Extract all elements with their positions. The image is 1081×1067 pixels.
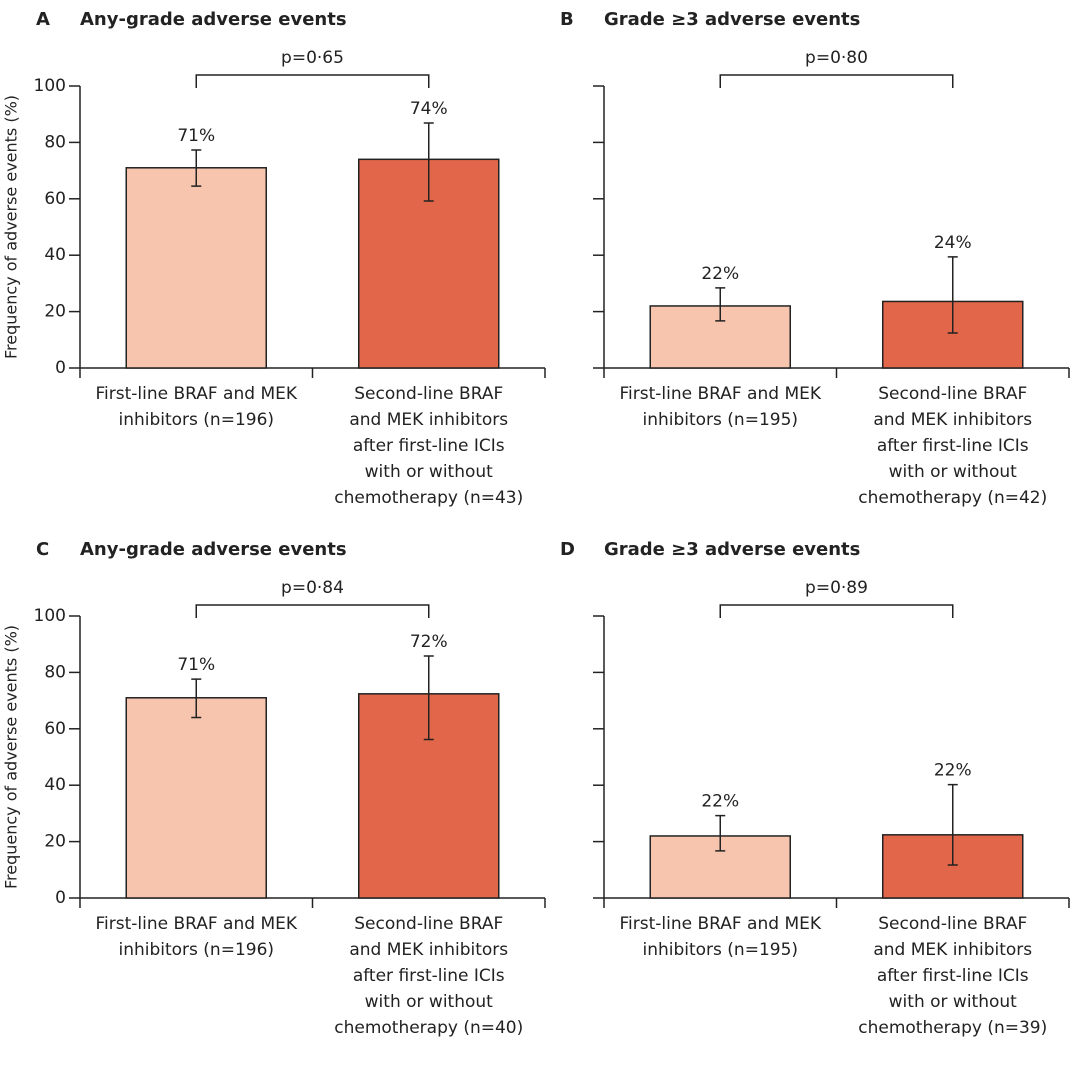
x-tick-label-line: inhibitors (n=196) [118, 940, 274, 960]
y-tick-label: 40 [44, 245, 66, 265]
p-value: p=0·84 [281, 578, 344, 598]
p-value: p=0·80 [805, 48, 868, 68]
x-tick-label-line: chemotherapy (n=43) [334, 488, 523, 508]
x-tick-label: First-line BRAF and MEK inhibitors (n=196… [95, 384, 297, 430]
error-bar [715, 814, 726, 852]
x-tick-label-line: and MEK inhibitors [349, 940, 508, 960]
panel-title: Grade ≥3 adverse events [604, 9, 860, 30]
x-tick-label-line: with or without [889, 992, 1018, 1012]
x-tick-label: First-line BRAF and MEK inhibitors (n=195… [619, 384, 821, 430]
y-tick-label: 60 [44, 719, 66, 739]
y-axis-label: Frequency of adverse events (%) [2, 95, 21, 359]
x-tick-label-line: Second-line BRAF [354, 384, 503, 404]
panel-title: Any-grade adverse events [80, 539, 347, 560]
p-bracket [195, 74, 430, 88]
x-tick-label-line: and MEK inhibitors [349, 410, 508, 430]
x-tick-label-line: First-line BRAF and MEK [95, 914, 297, 934]
x-tick-label: First-line BRAF and MEK inhibitors (n=195… [619, 914, 821, 960]
value-label: 22% [701, 792, 739, 812]
error-bar [191, 678, 202, 719]
panel-letter: B [560, 9, 574, 30]
p-bracket [195, 604, 430, 618]
error-bar [947, 256, 958, 334]
y-tick-label: 80 [44, 132, 66, 152]
panel-letter: A [36, 9, 50, 30]
panel-title: Any-grade adverse events [80, 9, 347, 30]
value-label: 71% [177, 655, 215, 675]
error-bar [423, 122, 434, 202]
x-tick-label-line: inhibitors (n=196) [118, 410, 274, 430]
p-bracket [719, 604, 954, 618]
x-tick-label-line: and MEK inhibitors [873, 410, 1032, 430]
error-bar [423, 655, 434, 741]
y-tick-label: 0 [55, 888, 66, 908]
p-value: p=0·89 [805, 578, 868, 598]
x-tick-label-line: Second-line BRAF [878, 384, 1027, 404]
x-tick-label: Second-line BRAF and MEK inhibitors after … [334, 384, 523, 508]
y-axis-label: Frequency of adverse events (%) [2, 625, 21, 889]
x-tick-label-line: after first-line ICIs [353, 966, 505, 986]
x-tick-label-line: Second-line BRAF [354, 914, 503, 934]
error-bar [715, 287, 726, 322]
x-tick-label-line: First-line BRAF and MEK [619, 914, 821, 934]
x-tick-label-line: chemotherapy (n=42) [858, 488, 1047, 508]
value-label: 71% [177, 126, 215, 146]
y-tick-label: 80 [44, 662, 66, 682]
value-label: 24% [934, 233, 972, 253]
y-tick-label: 20 [44, 832, 66, 852]
y-tick-label: 60 [44, 189, 66, 209]
x-tick-label-line: and MEK inhibitors [873, 940, 1032, 960]
value-label: 74% [410, 99, 448, 119]
y-tick-label: 20 [44, 302, 66, 322]
x-tick-label: Second-line BRAF and MEK inhibitors after … [858, 914, 1047, 1038]
x-tick-label-line: chemotherapy (n=39) [858, 1018, 1047, 1038]
value-label: 22% [701, 264, 739, 284]
x-tick-label-line: chemotherapy (n=40) [334, 1018, 523, 1038]
x-tick-label: Second-line BRAF and MEK inhibitors after … [858, 384, 1047, 508]
bar [125, 167, 267, 369]
value-label: 72% [410, 632, 448, 652]
panel-letter: C [36, 539, 49, 560]
y-tick-label: 100 [34, 76, 66, 96]
y-tick-label: 0 [55, 358, 66, 378]
error-bar [191, 149, 202, 187]
x-tick-label-line: with or without [889, 462, 1018, 482]
x-tick-label-line: after first-line ICIs [353, 436, 505, 456]
x-tick-label-line: inhibitors (n=195) [642, 940, 798, 960]
bar [125, 697, 267, 899]
x-tick-label: Second-line BRAF and MEK inhibitors after … [334, 914, 523, 1038]
x-tick-label-line: First-line BRAF and MEK [95, 384, 297, 404]
y-tick-label: 40 [44, 775, 66, 795]
x-tick-label-line: with or without [365, 992, 494, 1012]
x-tick-label-line: inhibitors (n=195) [642, 410, 798, 430]
x-tick-label-line: Second-line BRAF [878, 914, 1027, 934]
error-bar [947, 783, 958, 866]
y-tick-label: 100 [34, 606, 66, 626]
x-tick-label-line: First-line BRAF and MEK [619, 384, 821, 404]
value-label: 22% [934, 761, 972, 781]
panel-letter: D [560, 539, 575, 560]
x-tick-label-line: with or without [365, 462, 494, 482]
x-tick-label-line: after first-line ICIs [877, 436, 1029, 456]
x-tick-label: First-line BRAF and MEK inhibitors (n=196… [95, 914, 297, 960]
panel-title: Grade ≥3 adverse events [604, 539, 860, 560]
x-tick-label-line: after first-line ICIs [877, 966, 1029, 986]
p-bracket [719, 74, 954, 88]
p-value: p=0·65 [281, 48, 344, 68]
